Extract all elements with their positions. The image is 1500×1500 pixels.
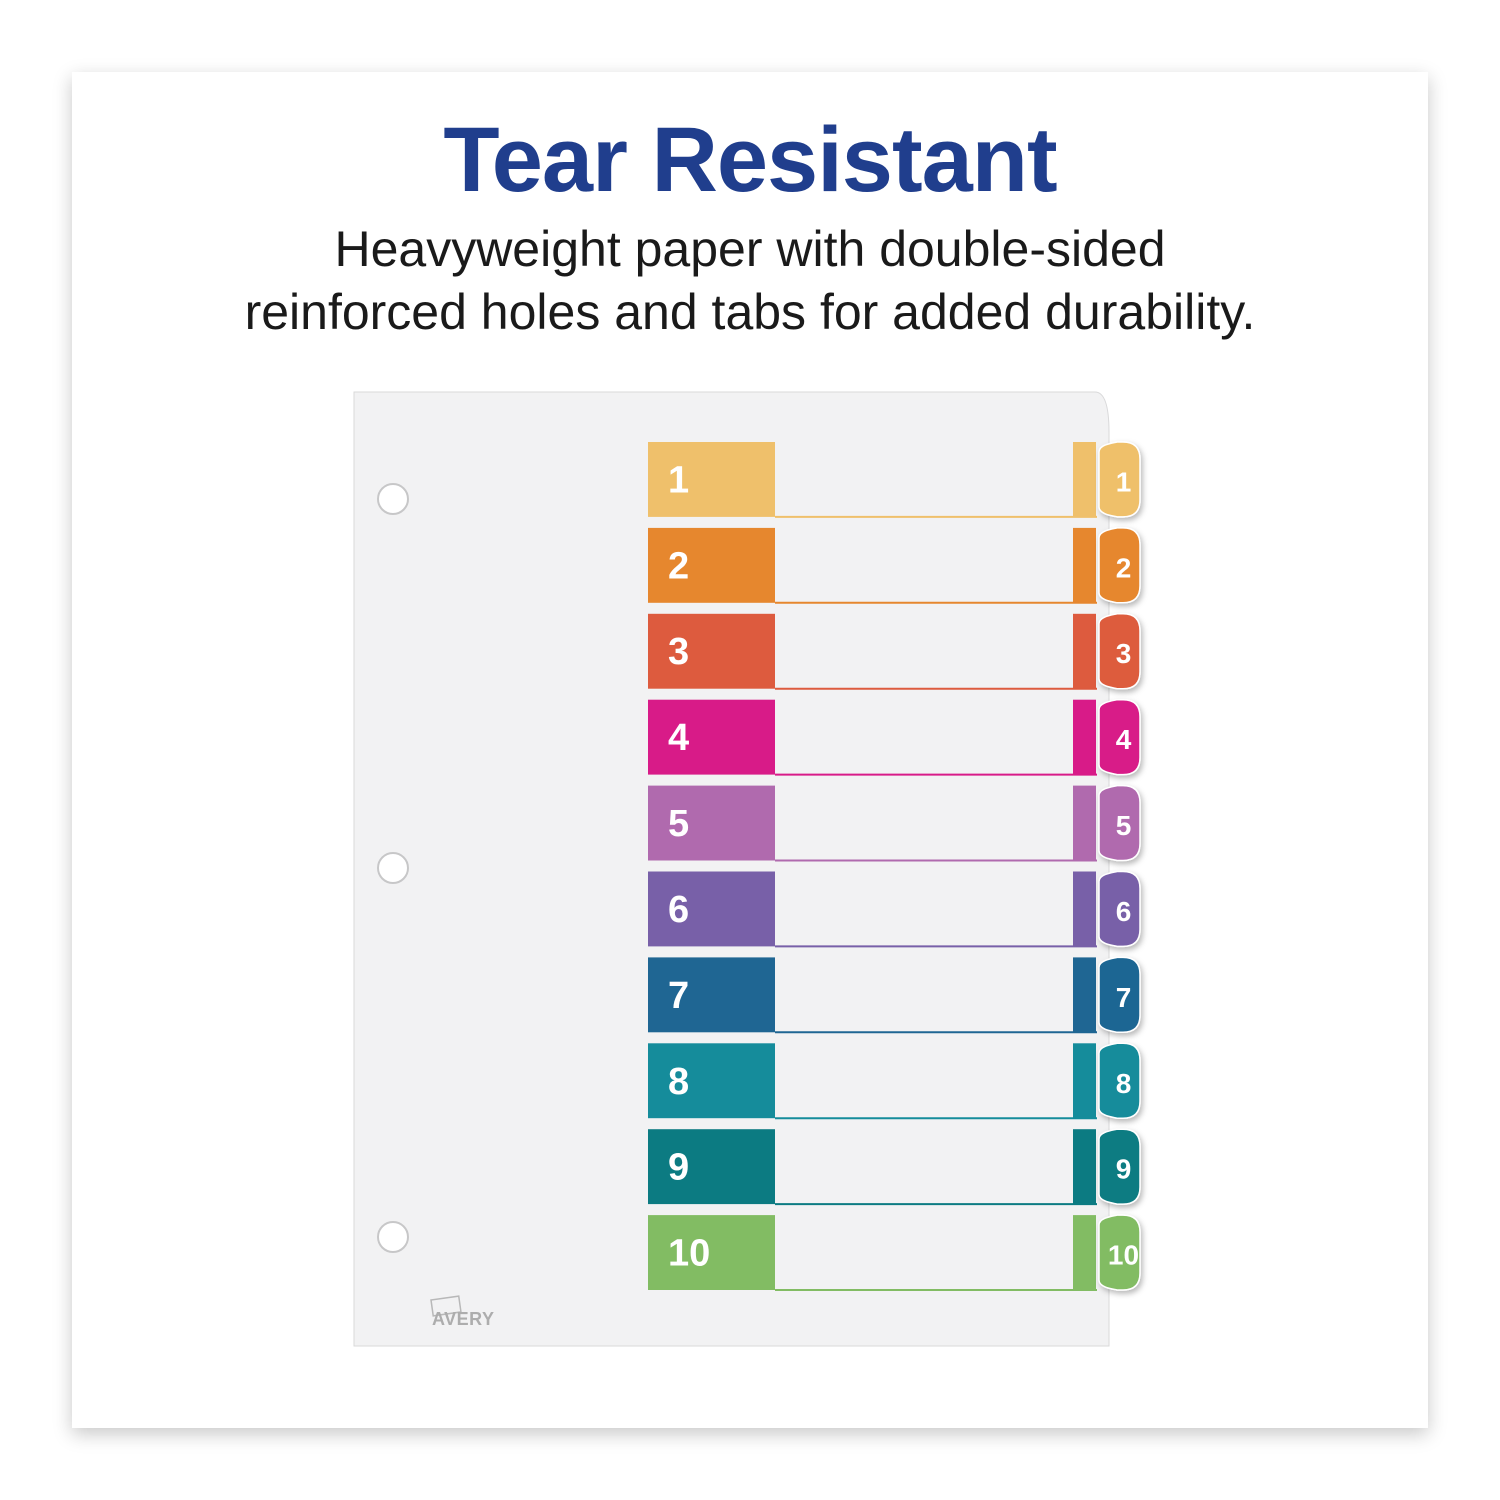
svg-text:4: 4 xyxy=(668,717,689,759)
svg-text:2: 2 xyxy=(668,545,689,587)
svg-text:7: 7 xyxy=(1116,982,1132,1013)
svg-text:5: 5 xyxy=(1116,810,1132,841)
svg-text:AVERY: AVERY xyxy=(432,1309,495,1329)
svg-text:6: 6 xyxy=(1116,896,1132,927)
svg-text:9: 9 xyxy=(668,1147,689,1189)
svg-text:8: 8 xyxy=(1116,1068,1132,1099)
svg-text:3: 3 xyxy=(668,631,689,673)
svg-text:1: 1 xyxy=(668,459,689,501)
svg-text:10: 10 xyxy=(668,1233,710,1275)
svg-text:8: 8 xyxy=(668,1061,689,1103)
svg-text:2: 2 xyxy=(1116,552,1132,583)
svg-text:1: 1 xyxy=(1116,466,1132,497)
svg-text:6: 6 xyxy=(668,889,689,931)
svg-text:5: 5 xyxy=(668,803,689,845)
svg-text:10: 10 xyxy=(1108,1240,1139,1271)
svg-text:3: 3 xyxy=(1116,638,1132,669)
svg-text:4: 4 xyxy=(1116,724,1132,755)
svg-text:7: 7 xyxy=(668,975,689,1017)
svg-text:9: 9 xyxy=(1116,1154,1132,1185)
